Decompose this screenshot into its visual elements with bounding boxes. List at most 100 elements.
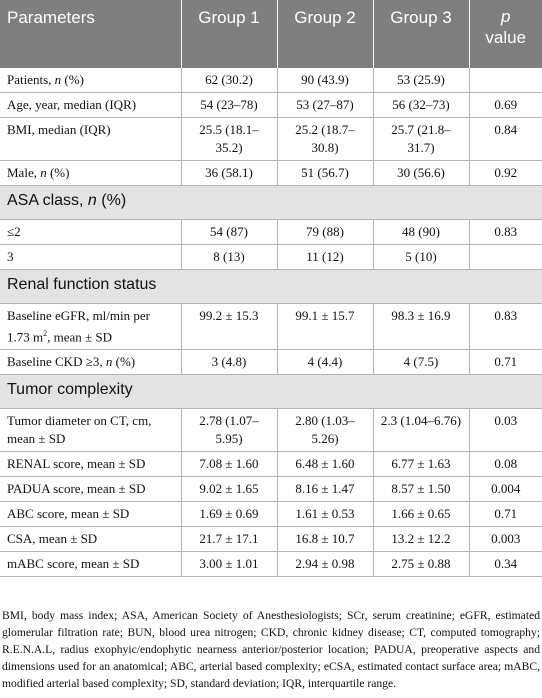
table-row: Male, n (%) 36 (58.1) 51 (56.7) 30 (56.6… (0, 160, 542, 186)
cell-p-value: 0.84 (469, 117, 542, 161)
section-title: Renal function status (0, 269, 542, 304)
section-title: ASA class, n (%) (0, 185, 542, 220)
cell-group-3: 25.7 (21.8–31.7) (373, 117, 470, 161)
cell-group-3: 2.75 ± 0.88 (373, 551, 470, 578)
header-parameters: Parameters (0, 0, 182, 68)
cell-group-3: 5 (10) (373, 244, 470, 270)
row-label: Patients, n (%) (0, 68, 182, 93)
cell-p-value: 0.83 (469, 303, 542, 351)
label-superscript: 2 (43, 329, 48, 338)
table-row: Patients, n (%) 62 (30.2) 90 (43.9) 53 (… (0, 68, 542, 93)
cell-group-2: 1.61 ± 0.53 (277, 501, 374, 528)
table-row: mABC score, mean ± SD 3.00 ± 1.01 2.94 ±… (0, 551, 542, 578)
table-header-row: Parameters Group 1 Group 2 Group 3 p valu… (0, 0, 542, 68)
row-label: CSA, mean ± SD (0, 526, 182, 553)
row-label: mABC score, mean ± SD (0, 551, 182, 578)
row-label: BMI, median (IQR) (0, 117, 182, 161)
cell-group-2: 2.94 ± 0.98 (277, 551, 374, 578)
cell-p-value: 0.83 (469, 219, 542, 245)
cell-group-1: 9.02 ± 1.65 (181, 476, 278, 503)
cell-group-3: 6.77 ± 1.63 (373, 451, 470, 478)
label-italic: n (40, 165, 47, 180)
cell-group-1: 2.78 (1.07–5.95) (181, 408, 278, 453)
cell-group-1: 8 (13) (181, 244, 278, 270)
row-label: Male, n (%) (0, 160, 182, 186)
cell-group-3: 98.3 ± 16.9 (373, 303, 470, 351)
cell-group-1: 54 (23–78) (181, 92, 278, 118)
table-row: PADUA score, mean ± SD 9.02 ± 1.65 8.16 … (0, 476, 542, 503)
section-suffix: (%) (96, 192, 127, 209)
row-label: ≤2 (0, 219, 182, 245)
cell-group-3: 2.3 (1.04–6.76) (373, 408, 470, 453)
cell-group-3: 1.66 ± 0.65 (373, 501, 470, 528)
cell-group-3: 56 (32–73) (373, 92, 470, 118)
label-suffix: , mean ± SD (47, 329, 113, 345)
cell-group-2: 90 (43.9) (277, 68, 374, 93)
cell-p-value (469, 68, 542, 93)
header-value-label: value (485, 28, 527, 47)
cell-group-1: 21.7 ± 17.1 (181, 526, 278, 553)
cell-group-1: 1.69 ± 0.69 (181, 501, 278, 528)
table-row: ≤2 54 (87) 79 (88) 48 (90) 0.83 (0, 219, 542, 245)
header-p-italic: p (501, 7, 511, 26)
cell-p-value (469, 244, 542, 270)
table-row: Baseline CKD ≥3, n (%) 3 (4.8) 4 (4.4) 4… (0, 349, 542, 376)
cell-group-3: 13.2 ± 12.2 (373, 526, 470, 553)
cell-group-2: 25.2 (18.7–30.8) (277, 117, 374, 161)
label-text: Baseline CKD ≥3, (7, 354, 106, 370)
cell-p-value: 0.92 (469, 160, 542, 186)
cell-group-2: 51 (56.7) (277, 160, 374, 186)
section-label: ASA class, (7, 192, 88, 209)
row-label: 3 (0, 244, 182, 270)
cell-group-2: 79 (88) (277, 219, 374, 245)
row-label: RENAL score, mean ± SD (0, 451, 182, 478)
row-label: Age, year, median (IQR) (0, 92, 182, 118)
cell-group-3: 30 (56.6) (373, 160, 470, 186)
cell-p-value: 0.08 (469, 451, 542, 478)
row-label: Tumor diameter on CT, cm, mean ± SD (0, 408, 182, 453)
table-row: 3 8 (13) 11 (12) 5 (10) (0, 244, 542, 270)
table-row: ABC score, mean ± SD 1.69 ± 0.69 1.61 ± … (0, 501, 542, 528)
cell-p-value: 0.03 (469, 408, 542, 453)
cell-group-2: 2.80 (1.03–5.26) (277, 408, 374, 453)
cell-group-3: 48 (90) (373, 219, 470, 245)
label-text: Baseline eGFR, ml/min per 1.73 m (7, 308, 150, 345)
label-suffix: (%) (46, 165, 70, 180)
label-suffix: (%) (112, 354, 136, 370)
cell-p-value: 0.71 (469, 349, 542, 376)
cell-p-value: 0.34 (469, 551, 542, 578)
cell-group-2: 8.16 ± 1.47 (277, 476, 374, 503)
cell-group-1: 36 (58.1) (181, 160, 278, 186)
cell-group-1: 54 (87) (181, 219, 278, 245)
header-group-3: Group 3 (373, 0, 470, 68)
row-label: PADUA score, mean ± SD (0, 476, 182, 503)
section-italic: n (87, 192, 97, 209)
label-italic: n (105, 354, 113, 370)
table-row: Age, year, median (IQR) 54 (23–78) 53 (2… (0, 92, 542, 118)
section-header-asa: ASA class, n (%) (0, 185, 542, 220)
cell-group-3: 4 (7.5) (373, 349, 470, 376)
section-header-tumor: Tumor complexity (0, 374, 542, 410)
label-italic: n (54, 72, 62, 87)
cell-group-2: 6.48 ± 1.60 (277, 451, 374, 478)
cell-group-2: 16.8 ± 10.7 (277, 526, 374, 553)
cell-group-2: 4 (4.4) (277, 349, 374, 376)
cell-group-2: 11 (12) (277, 244, 374, 270)
cell-group-3: 53 (25.9) (373, 68, 470, 93)
cell-group-1: 62 (30.2) (181, 68, 278, 93)
cell-group-3: 8.57 ± 1.50 (373, 476, 470, 503)
label-suffix: (%) (61, 72, 84, 87)
header-group-1: Group 1 (181, 0, 278, 68)
cell-p-value: 0.69 (469, 92, 542, 118)
row-label: Baseline eGFR, ml/min per 1.73 m2, mean … (0, 303, 182, 351)
cell-group-1: 7.08 ± 1.60 (181, 451, 278, 478)
cell-group-2: 53 (27–87) (277, 92, 374, 118)
cell-p-value: 0.004 (469, 476, 542, 503)
cell-group-1: 25.5 (18.1–35.2) (181, 117, 278, 161)
table-row: RENAL score, mean ± SD 7.08 ± 1.60 6.48 … (0, 451, 542, 478)
cell-group-2: 99.1 ± 15.7 (277, 303, 374, 351)
parameters-table: Parameters Group 1 Group 2 Group 3 p valu… (0, 0, 542, 578)
cell-p-value: 0.003 (469, 526, 542, 553)
cell-group-1: 99.2 ± 15.3 (181, 303, 278, 351)
header-p-value: p value (469, 0, 542, 68)
